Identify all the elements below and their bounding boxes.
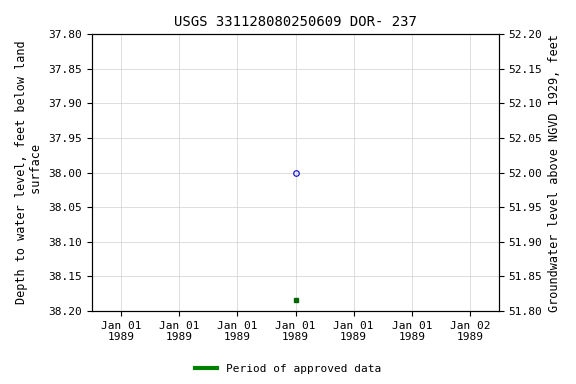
Legend: Period of approved data: Period of approved data: [191, 359, 385, 379]
Y-axis label: Groundwater level above NGVD 1929, feet: Groundwater level above NGVD 1929, feet: [548, 34, 561, 311]
Y-axis label: Depth to water level, feet below land
 surface: Depth to water level, feet below land su…: [15, 41, 43, 305]
Title: USGS 331128080250609 DOR- 237: USGS 331128080250609 DOR- 237: [174, 15, 417, 29]
